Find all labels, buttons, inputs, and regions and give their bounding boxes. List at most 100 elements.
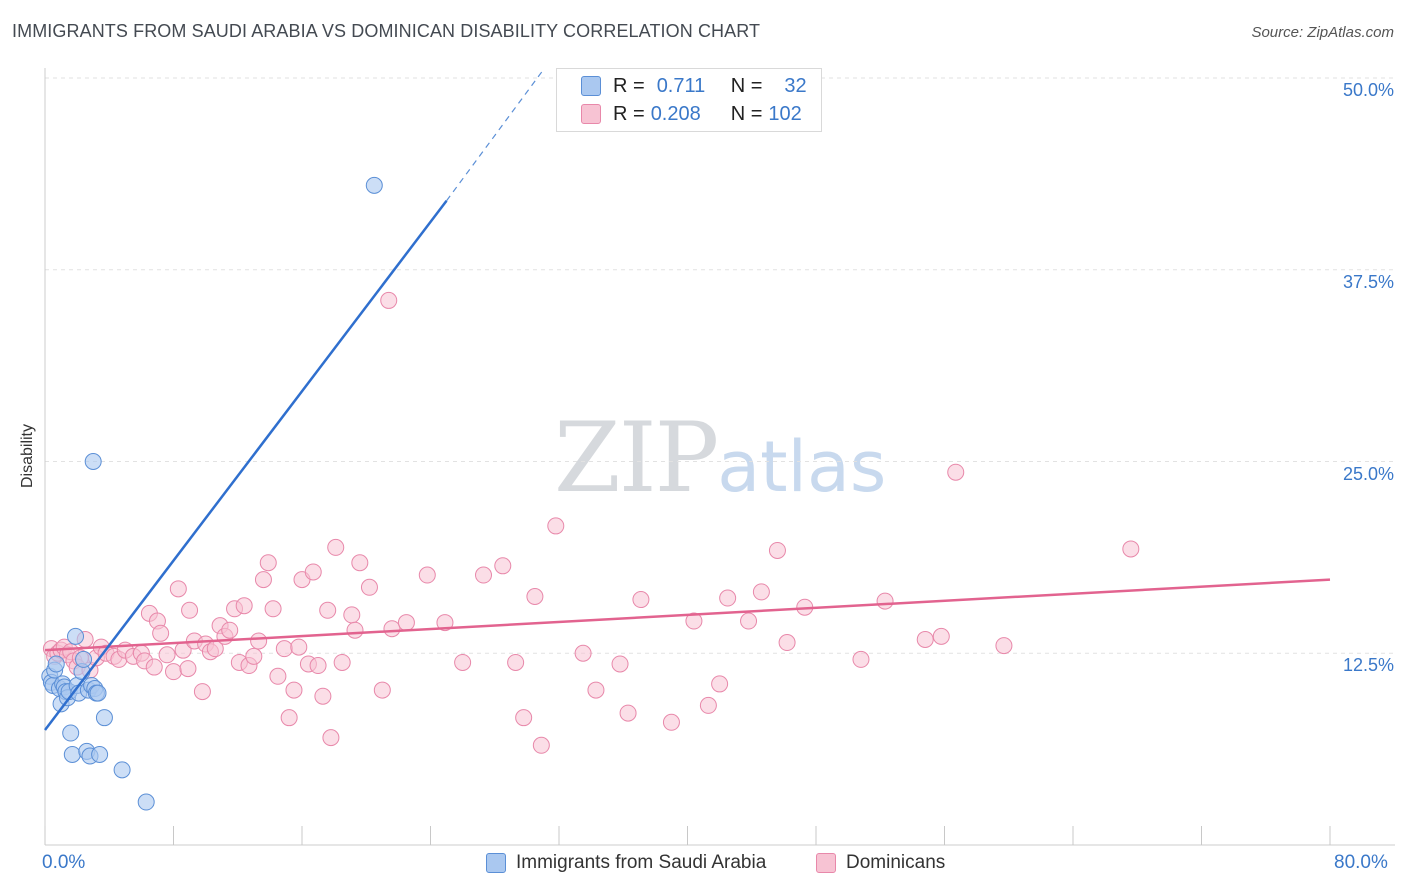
data-point-dominicans xyxy=(547,517,565,535)
trend-lines xyxy=(44,69,1331,731)
data-point-dominicans xyxy=(309,657,327,675)
data-point-dominicans xyxy=(932,627,950,645)
data-point-dominicans xyxy=(322,729,340,747)
data-point-dominicans xyxy=(611,655,629,673)
data-point-saudi-arabia xyxy=(89,684,107,702)
data-point-saudi-arabia xyxy=(62,724,80,742)
data-point-dominicans xyxy=(343,606,361,624)
data-point-dominicans xyxy=(245,647,263,665)
legend-label: Immigrants from Saudi Arabia xyxy=(516,852,767,873)
data-point-dominicans xyxy=(454,653,472,671)
data-point-dominicans xyxy=(515,709,533,727)
data-point-dominicans xyxy=(314,687,332,705)
data-point-dominicans xyxy=(526,587,544,605)
trend-line-saudi-arabia-extension xyxy=(446,69,544,202)
legend-r-value: 0.711 xyxy=(656,74,706,97)
series-legend: Immigrants from Saudi Arabia Dominicans xyxy=(0,852,1406,878)
legend-r-label: R = xyxy=(613,102,645,125)
data-point-dominicans xyxy=(145,658,163,676)
saudi-arabia-series xyxy=(41,176,383,811)
data-point-dominicans xyxy=(619,704,637,722)
data-point-dominicans xyxy=(574,644,592,662)
data-point-dominicans xyxy=(752,583,770,601)
data-point-dominicans xyxy=(587,681,605,699)
data-point-dominicans xyxy=(264,600,282,618)
data-point-dominicans xyxy=(380,291,398,309)
data-point-saudi-arabia xyxy=(95,709,113,727)
data-point-dominicans xyxy=(852,650,870,668)
data-point-dominicans xyxy=(304,563,322,581)
data-point-dominicans xyxy=(740,612,758,630)
data-point-dominicans xyxy=(418,566,436,584)
data-point-dominicans xyxy=(778,634,796,652)
data-point-dominicans xyxy=(351,554,369,572)
data-point-dominicans xyxy=(327,538,345,556)
data-point-dominicans xyxy=(373,681,391,699)
data-point-dominicans xyxy=(165,663,182,681)
data-point-saudi-arabia xyxy=(137,793,155,811)
data-point-dominicans xyxy=(947,463,965,481)
data-point-dominicans xyxy=(235,597,253,615)
data-point-dominicans xyxy=(995,637,1013,655)
data-point-dominicans xyxy=(475,566,493,584)
chart-title: IMMIGRANTS FROM SAUDI ARABIA VS DOMINICA… xyxy=(12,21,761,41)
data-point-dominicans xyxy=(285,681,303,699)
y-tick-label: 50.0% xyxy=(1342,80,1394,100)
legend-swatch-pink xyxy=(581,104,601,124)
y-tick-label: 37.5% xyxy=(1342,271,1394,292)
data-point-saudi-arabia xyxy=(365,176,383,194)
data-point-dominicans xyxy=(333,653,351,671)
data-point-dominicans xyxy=(436,614,454,632)
data-point-saudi-arabia xyxy=(63,745,81,763)
x-tick-label-max: 80.0% xyxy=(1334,852,1388,873)
data-point-dominicans xyxy=(250,632,268,650)
data-point-dominicans xyxy=(662,713,680,731)
watermark-atlas: atlas xyxy=(717,426,887,508)
legend-r-label: R = xyxy=(613,74,645,97)
y-axis-label: Disability xyxy=(19,423,36,489)
data-point-dominicans xyxy=(290,638,308,656)
legend-r-value: 0.208 xyxy=(650,102,701,125)
data-point-dominicans xyxy=(685,612,703,630)
source-credit: Source: ZipAtlas.com xyxy=(1251,24,1394,41)
axes xyxy=(44,68,1395,846)
data-point-dominicans xyxy=(346,621,364,639)
legend-item-saudi[interactable]: Immigrants from Saudi Arabia xyxy=(486,852,766,874)
data-point-saudi-arabia xyxy=(91,745,109,763)
legend-swatch-blue xyxy=(486,853,506,873)
dominicans-series xyxy=(42,291,1140,754)
data-point-dominicans xyxy=(699,696,717,714)
data-point-dominicans xyxy=(221,621,239,639)
correlation-legend: R = 0.711 N = 32 R = 0.208 N = 102 xyxy=(556,68,822,132)
trend-line-saudi-arabia xyxy=(44,199,448,731)
grid-lines xyxy=(45,77,1395,654)
legend-row-dominicans: R = 0.208 N = 102 xyxy=(557,101,802,127)
y-tick-label: 25.0% xyxy=(1342,463,1394,484)
data-point-dominicans xyxy=(383,620,401,638)
legend-swatch-pink xyxy=(816,853,836,873)
data-point-dominicans xyxy=(768,541,786,559)
x-tick-label-min: 0.0% xyxy=(42,852,86,873)
legend-n-label: N = xyxy=(730,102,763,125)
data-point-dominicans xyxy=(275,640,293,658)
trend-line-dominicans xyxy=(44,578,1331,652)
data-point-dominicans xyxy=(632,591,650,609)
data-point-dominicans xyxy=(181,601,199,619)
data-point-dominicans xyxy=(876,592,894,610)
legend-item-dominicans[interactable]: Dominicans xyxy=(816,852,945,874)
data-point-dominicans xyxy=(397,614,415,632)
data-point-dominicans xyxy=(360,578,378,596)
data-point-dominicans xyxy=(254,571,272,589)
data-point-dominicans xyxy=(269,667,287,685)
data-point-dominicans xyxy=(152,624,170,642)
data-point-dominicans xyxy=(494,557,512,575)
watermark-zip: ZIP xyxy=(554,402,719,514)
data-point-dominicans xyxy=(179,660,197,678)
data-point-dominicans xyxy=(1122,540,1140,558)
data-point-saudi-arabia xyxy=(113,761,131,779)
legend-label: Dominicans xyxy=(846,852,946,873)
legend-row-saudi: R = 0.711 N = 32 xyxy=(557,73,807,99)
data-point-dominicans xyxy=(280,709,298,727)
legend-n-value: 102 xyxy=(768,102,802,125)
